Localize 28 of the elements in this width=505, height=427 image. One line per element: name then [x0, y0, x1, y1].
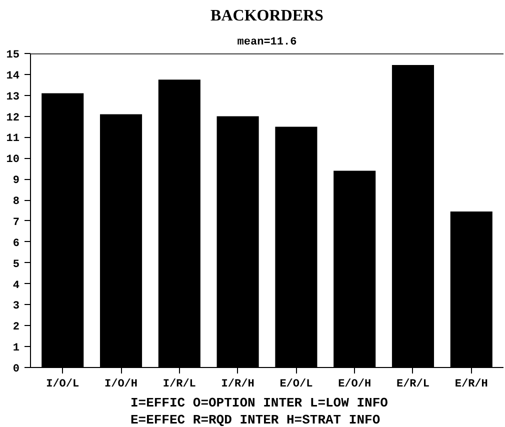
- text: I=EFFIC O=OPTION INTER L=LOW INFO: [130, 396, 388, 410]
- chart-title: BACKORDERS: [210, 8, 324, 24]
- y-tick-label: 12: [6, 112, 20, 124]
- y-tick-label: 11: [6, 133, 20, 146]
- y-tick-label: 15: [6, 50, 20, 62]
- x-tick-label: E/R/L: [396, 378, 430, 390]
- y-tick-label: 3: [12, 300, 20, 313]
- y-tick-label: 6: [12, 238, 20, 250]
- y-tick-label: 4: [12, 280, 20, 292]
- y-tick-label: 2: [12, 322, 20, 334]
- y-tick-label: 9: [12, 175, 20, 188]
- y-tick-label: 10: [6, 154, 20, 166]
- y-tick-label: 14: [6, 70, 20, 82]
- y-tick-label: 5: [12, 258, 20, 271]
- x-tick-label: I/R/H: [221, 378, 254, 390]
- x-tick-label: I/O/L: [46, 378, 80, 390]
- x-tick-label: E/R/H: [454, 378, 488, 390]
- chart-subtitle: mean=11.6: [237, 36, 297, 48]
- x-tick-label: I/R/L: [162, 378, 196, 390]
- y-tick-label: 8: [12, 196, 20, 208]
- x-tick-label: E/O/L: [280, 378, 314, 390]
- text: E=EFFEC R=RQD INTER H=STRAT INFO: [130, 412, 380, 427]
- x-tick-label: E/O/H: [338, 378, 372, 390]
- y-tick-label: 1: [12, 342, 20, 355]
- y-tick-label: 7: [12, 216, 20, 229]
- y-tick-label: 0: [12, 364, 20, 376]
- x-tick-label: I/O/H: [104, 378, 138, 390]
- y-tick-label: 13: [6, 91, 20, 104]
